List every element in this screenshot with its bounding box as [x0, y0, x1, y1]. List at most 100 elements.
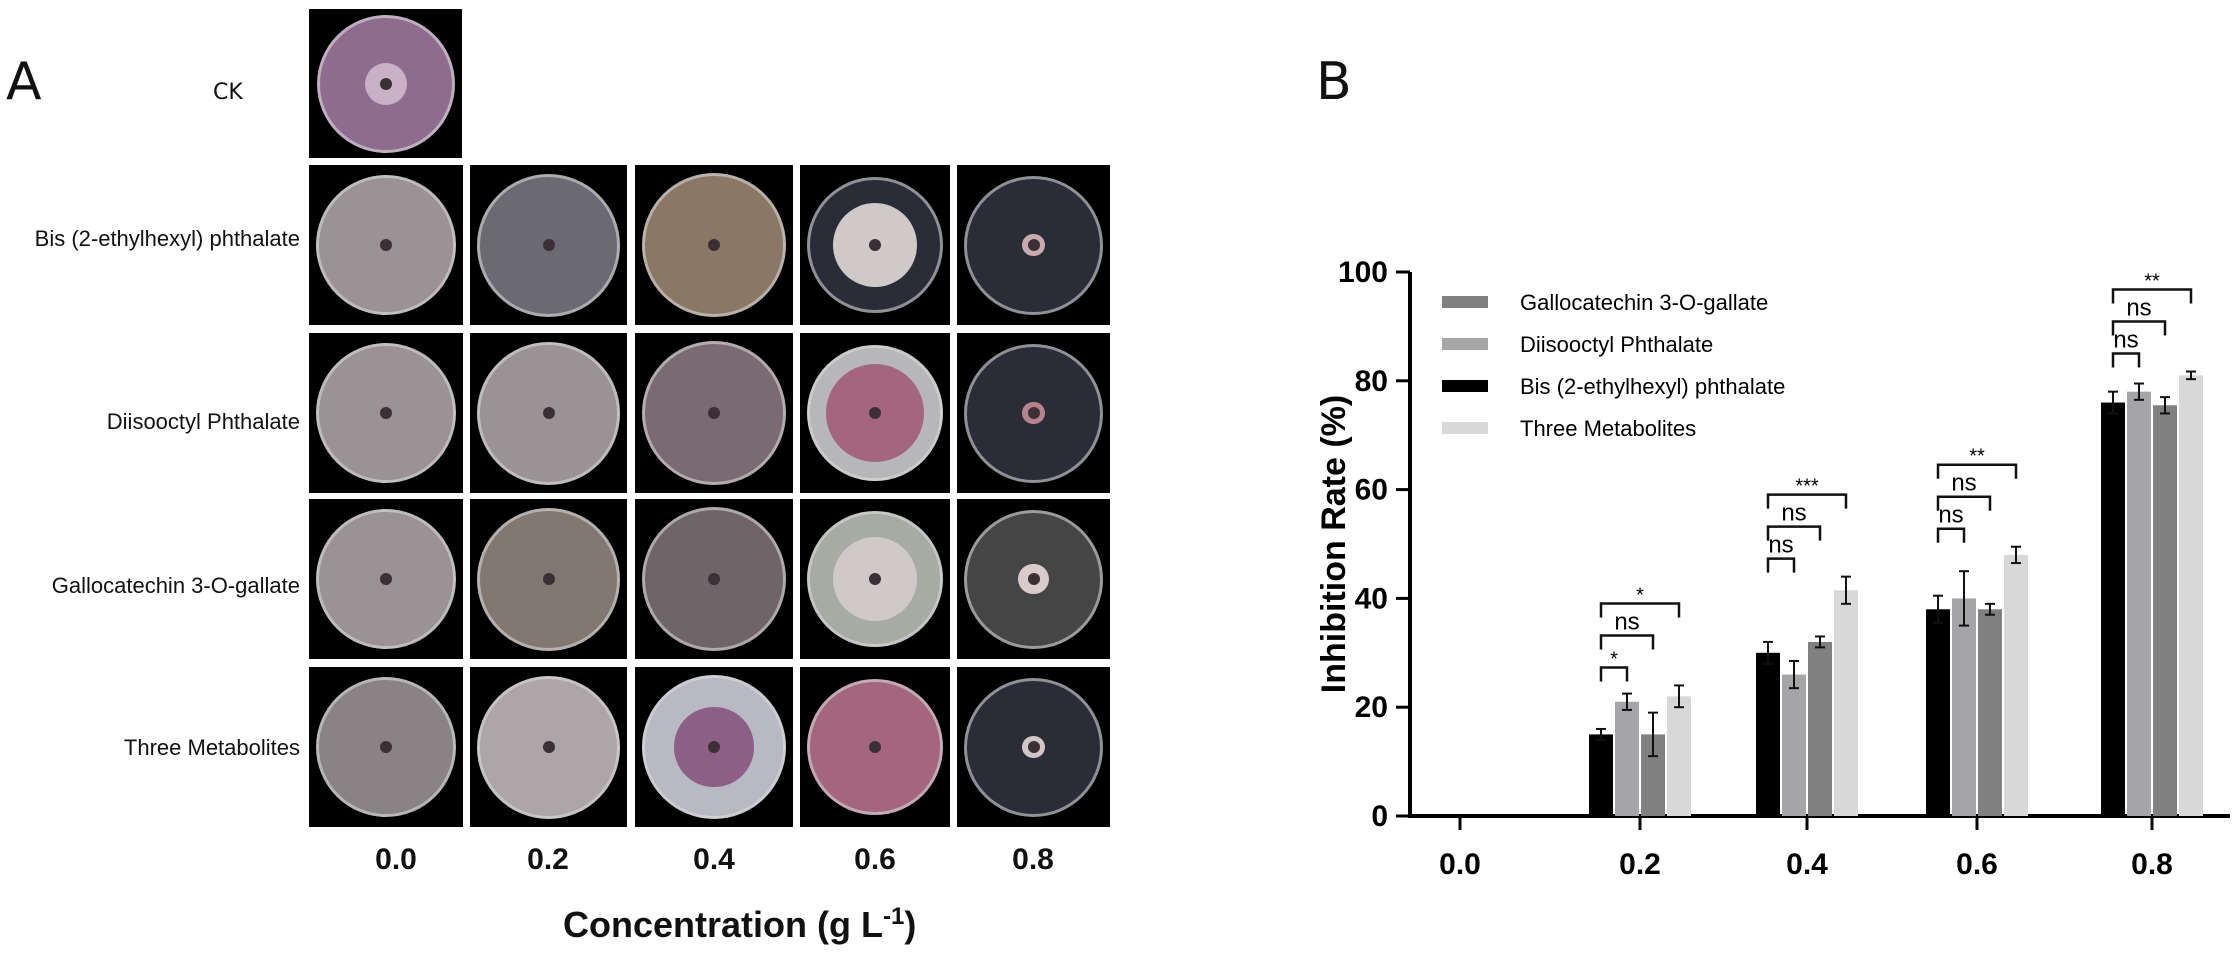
- petri-dish: [964, 343, 1103, 483]
- petri-dish: [477, 507, 620, 651]
- plate-image: [470, 499, 627, 659]
- plate-image: [470, 667, 627, 827]
- bar: [2127, 391, 2151, 816]
- petri-dish: [316, 343, 456, 483]
- x-tick-label: 0.6: [1956, 848, 1998, 881]
- colony-center: [380, 573, 392, 585]
- legend-swatch: [1442, 296, 1488, 308]
- significance-bracket: [2111, 288, 2193, 304]
- colony-center: [380, 741, 392, 753]
- plate-image: [635, 333, 793, 493]
- significance-bracket: [2111, 352, 2141, 368]
- concentration-label: 0.0: [375, 843, 417, 876]
- petri-dish: [807, 511, 943, 647]
- concentration-label: 0.6: [854, 843, 896, 876]
- row-label-1: Bis (2-ethylhexyl) phthalate: [34, 226, 300, 251]
- colony-center: [1027, 239, 1040, 251]
- petri-dish: [477, 341, 620, 485]
- colony-center: [708, 573, 720, 585]
- colony-center: [380, 239, 392, 251]
- colony-center: [380, 407, 392, 419]
- significance-label: ns: [2113, 327, 2138, 354]
- plate-image: [800, 333, 950, 493]
- bar: [1756, 652, 1780, 816]
- bar: [1615, 701, 1639, 816]
- colony-center: [1027, 407, 1040, 419]
- bar: [2153, 405, 2177, 816]
- legend-swatch: [1442, 338, 1488, 350]
- panel-a-xlabel-sup: -1: [882, 903, 905, 930]
- ck-dish: [317, 15, 455, 153]
- plate-image: [309, 499, 463, 659]
- colony-center: [708, 407, 720, 419]
- significance-bracket: [1766, 525, 1822, 541]
- plate-image: [957, 333, 1110, 493]
- bar: [1926, 609, 1950, 816]
- colony-center: [542, 573, 555, 585]
- panel-a-xlabel-end: ): [904, 904, 917, 945]
- x-tick-label: 0.0: [1439, 848, 1481, 881]
- legend-swatch: [1442, 422, 1488, 434]
- significance-bracket: [1766, 493, 1848, 509]
- inhibition-bar-chart: 0 20 40 60 80 100 Inhibition Rate (%) 0.0 0.2 0.4…: [1315, 256, 2230, 881]
- plate-image: [800, 165, 950, 325]
- row-label-3: Gallocatechin 3-O-gallate: [51, 573, 300, 598]
- petri-dish: [316, 509, 456, 649]
- y-tick-label: 0: [1371, 800, 1388, 833]
- panel-b-letter: B: [1316, 52, 1352, 112]
- significance-label: **: [2144, 271, 2160, 293]
- colony-center: [708, 741, 720, 753]
- significance-bracket: [1936, 495, 1992, 511]
- concentration-label: 0.4: [693, 843, 735, 876]
- y-tick-label: 80: [1355, 365, 1388, 398]
- plate-image: [635, 165, 793, 325]
- plate-image: [309, 333, 463, 493]
- petri-dish: [477, 675, 620, 819]
- panel-a-xlabel: Concentration (g L-1): [563, 903, 916, 946]
- plate-image: [635, 667, 793, 827]
- legend-label: Diisooctyl Phthalate: [1520, 332, 1713, 357]
- colony-center: [869, 239, 881, 251]
- x-tick-label: 0.2: [1619, 848, 1661, 881]
- bar: [1808, 641, 1832, 816]
- significance-label: ns: [1614, 608, 1639, 635]
- bar: [1834, 590, 1858, 816]
- y-tick-label: 20: [1355, 691, 1388, 724]
- x-tick-label: 0.8: [2131, 848, 2173, 881]
- significance-bracket: [1599, 666, 1629, 682]
- bar: [2179, 375, 2203, 816]
- petri-dish: [964, 175, 1103, 315]
- petri-dish: [316, 175, 456, 315]
- y-tick-label: 100: [1338, 256, 1388, 289]
- significance-label: ns: [2126, 295, 2151, 322]
- significance-bracket: [2111, 320, 2167, 336]
- petri-dish: [807, 177, 943, 313]
- plate-image: [957, 165, 1110, 325]
- significance-label: ns: [1768, 532, 1793, 559]
- bar: [2101, 402, 2125, 816]
- concentration-label: 0.2: [527, 843, 569, 876]
- row-label-4: Three Metabolites: [123, 735, 300, 760]
- significance-label: *: [1610, 648, 1618, 670]
- panel-a-letter: A: [6, 52, 42, 112]
- plate-image: [957, 499, 1110, 659]
- ck-label: CK: [213, 80, 243, 105]
- legend-label: Gallocatechin 3-O-gallate: [1520, 290, 1768, 315]
- significance-label: ns: [1781, 500, 1806, 527]
- bar: [1589, 734, 1613, 816]
- legend-swatch: [1442, 380, 1488, 392]
- y-axis-title: Inhibition Rate (%): [1315, 395, 1353, 693]
- petri-dish: [807, 345, 943, 481]
- plate-image: [800, 667, 950, 827]
- petri-dish: [642, 341, 786, 485]
- petri-dish: [316, 677, 456, 817]
- plate-image: [309, 165, 463, 325]
- petri-dish: [964, 677, 1103, 817]
- colony-center: [542, 407, 555, 419]
- significance-bracket: [1599, 602, 1681, 618]
- significance-bracket: [1936, 527, 1966, 543]
- petri-dish: [642, 675, 786, 819]
- colony-center: [869, 407, 881, 419]
- petri-dish: [964, 509, 1103, 649]
- ck-plate-image: [309, 9, 462, 158]
